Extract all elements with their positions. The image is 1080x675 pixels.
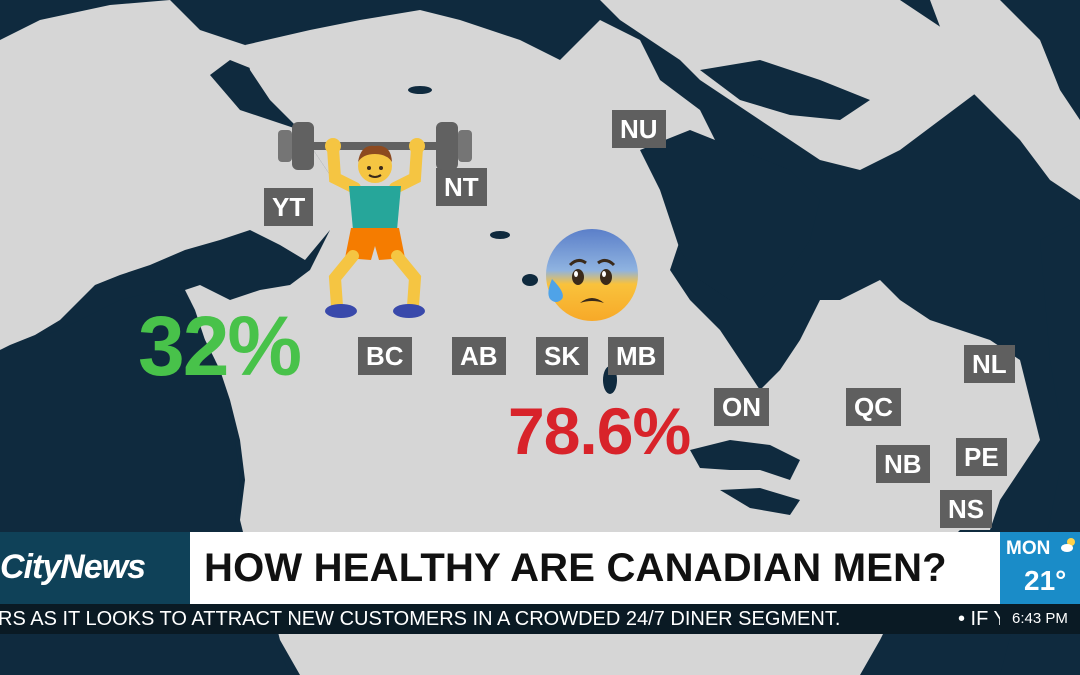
province-label-on: ON xyxy=(714,388,769,426)
province-label-ab: AB xyxy=(452,337,506,375)
province-label-nl: NL xyxy=(964,345,1015,383)
weather-temperature: 21° xyxy=(1024,565,1067,596)
great-lakes xyxy=(690,440,800,480)
anxious-face-icon xyxy=(546,229,638,321)
province-label-mb: MB xyxy=(608,337,665,375)
province-label-yt: YT xyxy=(264,188,314,226)
weather-day: MON xyxy=(1006,538,1051,559)
clock-time: 6:43 PM xyxy=(1012,610,1068,627)
headline-panel: HOW HEALTHY ARE CANADIAN MEN? xyxy=(190,532,1000,604)
clock-panel: 6:43 PM xyxy=(1000,604,1080,634)
ticker-next-text: • IF YC xyxy=(958,608,1000,630)
alaska-landmass xyxy=(0,0,330,350)
baffin-island xyxy=(930,0,1080,200)
channel-logo: CityNews xyxy=(0,548,146,586)
province-label-bc: BC xyxy=(358,337,412,375)
province-label-sk: SK xyxy=(536,337,589,375)
stat-percentage-red: 78.6% xyxy=(508,394,691,468)
stat-percentage-green: 32% xyxy=(138,299,302,393)
weather-panel: MON 21° xyxy=(1000,532,1080,604)
hudson-bay xyxy=(640,130,820,300)
province-label-qc: QC xyxy=(846,388,901,426)
ticker-text: RS AS IT LOOKS TO ATTRACT NEW CUSTOMERS … xyxy=(0,608,841,630)
headline-title: HOW HEALTHY ARE CANADIAN MEN? xyxy=(204,546,947,590)
channel-logo-panel: CityNews xyxy=(0,532,192,604)
province-label-nt: NT xyxy=(436,168,487,206)
province-label-nu: NU xyxy=(612,110,666,148)
weightlifter-icon xyxy=(278,122,472,318)
province-label-pe: PE xyxy=(956,438,1007,476)
arctic-channel xyxy=(700,60,870,120)
province-label-nb: NB xyxy=(876,445,930,483)
partly-sunny-icon xyxy=(1061,538,1075,552)
news-ticker: RS AS IT LOOKS TO ATTRACT NEW CUSTOMERS … xyxy=(0,604,1000,634)
province-label-ns: NS xyxy=(940,490,993,528)
